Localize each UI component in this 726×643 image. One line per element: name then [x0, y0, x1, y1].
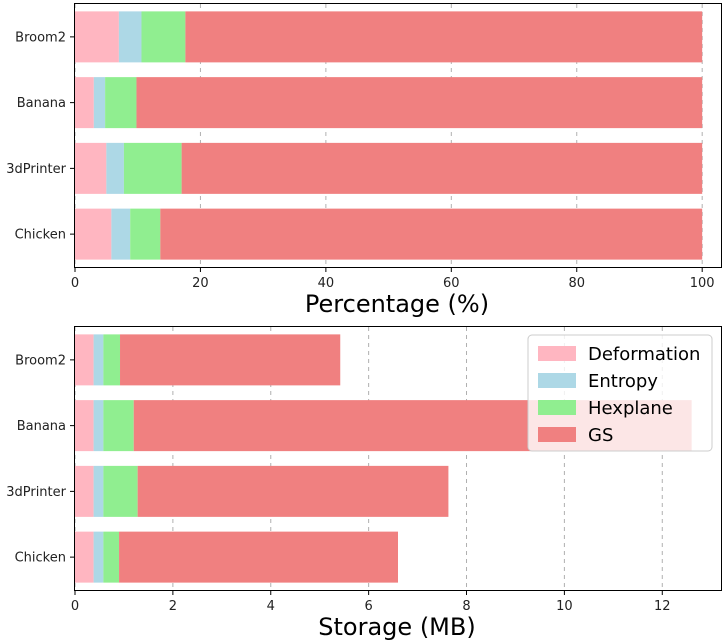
- percentage-y-tick-label-broom2: Broom2: [15, 30, 66, 45]
- percentage-x-axis-title: Percentage (%): [305, 290, 489, 318]
- storage-bar-3dprinter-entropy: [93, 465, 104, 517]
- percentage-x-ticks: 0 20 40 60 80 100: [71, 267, 715, 291]
- storage-bar-chicken-entropy: [93, 531, 104, 583]
- legend-box: [527, 334, 713, 452]
- legend-swatch-entropy: [538, 373, 576, 388]
- percentage-y-tick-label-banana: Banana: [17, 96, 66, 111]
- legend-swatch-deformation: [538, 346, 576, 361]
- storage-x-tick-label-12: 12: [654, 599, 671, 614]
- percentage-x-tick-label-0: 0: [71, 276, 79, 291]
- storage-bar-3dprinter-gs: [137, 465, 449, 517]
- storage-bar-broom2-gs: [120, 334, 341, 386]
- percentage-bar-chicken-hexplane: [130, 208, 161, 260]
- storage-plot-frame: [74, 326, 722, 591]
- storage-bar-broom2-entropy: [93, 334, 104, 386]
- storage-y-tick-label-3dprinter: 3dPrinter: [6, 485, 66, 500]
- percentage-bar-banana-hexplane: [105, 77, 137, 129]
- percentage-bar-chicken-entropy: [111, 208, 131, 260]
- percentage-x-tick-label-80: 80: [568, 276, 585, 291]
- percentage-bar-banana-gs: [136, 77, 703, 129]
- storage-y-tick-label-broom2: Broom2: [15, 353, 66, 368]
- storage-y-ticks: Chicken 3dPrinter Banana Broom2: [6, 353, 75, 566]
- percentage-bar-3dprinter-deformation: [75, 142, 107, 194]
- storage-x-tick-label-2: 2: [169, 599, 177, 614]
- legend-label-entropy: Entropy: [588, 371, 658, 392]
- percentage-bar-banana-deformation: [75, 77, 94, 129]
- storage-bar-banana-deformation: [75, 400, 94, 452]
- percentage-bar-banana-entropy: [93, 77, 106, 129]
- percentage-y-tick-label-chicken: Chicken: [15, 228, 66, 243]
- percentage-x-tick-label-60: 60: [443, 276, 460, 291]
- storage-chart: Chicken 3dPrinter Banana Broom2 0 2 4 6 8 10 12 S…: [6, 326, 722, 641]
- storage-x-ticks: 0 2 4 6 8 10 12: [71, 590, 671, 614]
- percentage-bars: [75, 11, 703, 260]
- percentage-y-ticks: Chicken 3dPrinter Banana Broom2: [6, 30, 75, 243]
- percentage-bar-3dprinter-entropy: [106, 142, 124, 194]
- storage-x-tick-label-4: 4: [267, 599, 275, 614]
- legend-label-deformation: Deformation: [588, 344, 700, 365]
- percentage-bar-chicken-gs: [160, 208, 703, 260]
- storage-bar-chicken-gs: [119, 531, 398, 583]
- legend-swatch-hexplane: [538, 400, 576, 415]
- percentage-x-tick-label-40: 40: [318, 276, 335, 291]
- storage-y-tick-label-banana: Banana: [17, 419, 66, 434]
- percentage-y-tick-label-3dprinter: 3dPrinter: [6, 162, 66, 177]
- percentage-bar-broom2-entropy: [118, 11, 142, 63]
- storage-x-axis-title: Storage (MB): [318, 613, 475, 641]
- percentage-bar-3dprinter-gs: [181, 142, 703, 194]
- storage-legend: Deformation Entropy Hexplane GS: [527, 334, 713, 452]
- storage-bar-chicken-hexplane: [103, 531, 120, 583]
- legend-label-gs: GS: [588, 425, 613, 446]
- storage-bar-broom2-hexplane: [103, 334, 121, 386]
- percentage-chart: Chicken 3dPrinter Banana Broom2 0 20 40 60 80 10…: [6, 3, 722, 318]
- storage-bar-banana-hexplane: [103, 400, 134, 452]
- legend-swatch-gs: [538, 427, 576, 442]
- storage-x-tick-label-10: 10: [556, 599, 573, 614]
- percentage-bar-chicken-deformation: [75, 208, 112, 260]
- storage-bar-chicken-deformation: [75, 531, 94, 583]
- storage-x-tick-label-6: 6: [364, 599, 372, 614]
- storage-y-tick-label-chicken: Chicken: [15, 551, 66, 566]
- percentage-plot-frame: [74, 3, 722, 268]
- storage-x-tick-label-8: 8: [462, 599, 470, 614]
- storage-bar-banana-entropy: [93, 400, 104, 452]
- percentage-bar-broom2-deformation: [75, 11, 119, 63]
- storage-bar-3dprinter-deformation: [75, 465, 94, 517]
- storage-x-tick-label-0: 0: [71, 599, 79, 614]
- percentage-bar-broom2-hexplane: [141, 11, 186, 63]
- storage-bar-broom2-deformation: [75, 334, 94, 386]
- percentage-x-tick-label-20: 20: [192, 276, 209, 291]
- percentage-x-tick-label-100: 100: [690, 276, 715, 291]
- storage-bar-3dprinter-hexplane: [103, 465, 138, 517]
- legend-label-hexplane: Hexplane: [588, 398, 673, 419]
- percentage-bar-3dprinter-hexplane: [123, 142, 182, 194]
- percentage-bar-broom2-gs: [185, 11, 703, 63]
